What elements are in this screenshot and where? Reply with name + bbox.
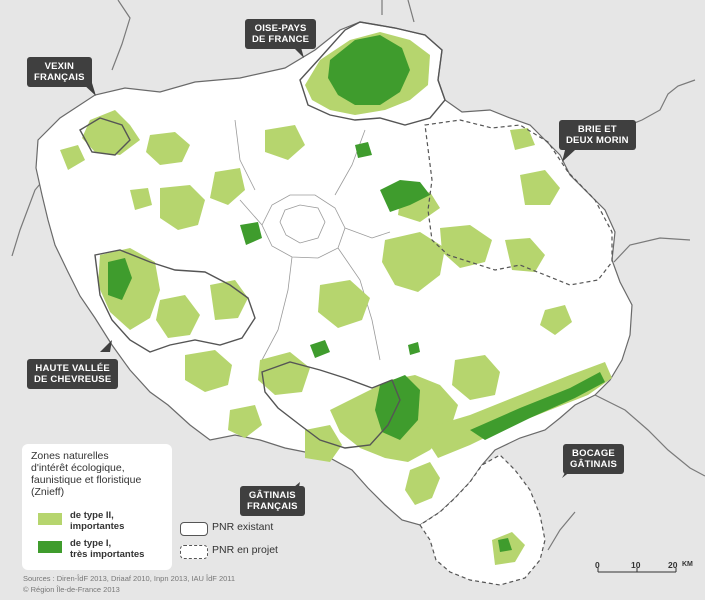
pnr-existing-outlines (79, 21, 446, 449)
sources-credit: Sources : Diren-ÎdF 2013, Driaaf 2010, I… (23, 573, 235, 595)
callout-bocage-gatinais: BOCAGE GÂTINAIS (563, 444, 624, 474)
legend-label-type2: de type II, importantes (70, 510, 124, 532)
legend-swatch-type2 (38, 513, 62, 525)
znieff-type1-zones (108, 35, 605, 552)
callout-line: DEUX MORIN (566, 135, 629, 146)
callout-line: FRANÇAIS (34, 72, 85, 83)
callout-vexin-francais: VEXIN FRANÇAIS (27, 57, 92, 87)
callout-line: DE CHEVREUSE (34, 374, 112, 385)
legend-label-type1: de type I, très importantes (70, 538, 144, 560)
callout-brie-et-deux-morin: BRIE ET DEUX MORIN (559, 120, 636, 150)
legend-pnr-project-symbol (180, 545, 208, 559)
legend-title-line: faunistique et floristique (31, 474, 142, 486)
legend-label-line: de type I, (70, 538, 112, 549)
legend-pnr-existing-label: PNR existant (212, 521, 274, 533)
scale-tick-10: 10 (631, 560, 641, 570)
legend-title: Zones naturelles d'intérêt écologique, f… (31, 450, 171, 498)
pnr-project-outlines (419, 119, 613, 586)
callout-line: HAUTE VALLÉE (35, 363, 110, 374)
callout-line: BRIE ET (577, 124, 617, 135)
callout-line: GÂTINAIS (248, 490, 296, 501)
scale-tick-20: 20 (668, 560, 678, 570)
legend-label-line: importantes (70, 521, 125, 532)
callout-haute-vallee-de-chevreuse: HAUTE VALLÉE DE CHEVREUSE (27, 359, 119, 389)
callout-line: DE FRANCE (252, 34, 310, 45)
legend-swatch-type1 (38, 541, 62, 553)
legend-label-line: de type II, (70, 510, 114, 521)
callout-line: VEXIN (44, 61, 75, 72)
callout-line: OISE-PAYS (254, 23, 307, 34)
legend-label-line: très importantes (70, 549, 145, 560)
scale-unit: KM (682, 561, 693, 568)
legend-pnr-existing-symbol (180, 522, 208, 536)
callout-oise-pays-de-france: OISE-PAYS DE FRANCE (245, 19, 317, 49)
legend-pnr-project-label: PNR en projet (212, 544, 278, 556)
legend-title-line: (Znieff) (31, 486, 65, 498)
legend-title-line: d'intérêt écologique, (31, 462, 125, 474)
copyright-line: © Région Île-de-France 2013 (23, 585, 120, 594)
callout-line: BOCAGE (572, 448, 615, 459)
legend-title-line: Zones naturelles (31, 450, 109, 462)
legend-panel: Zones naturelles d'intérêt écologique, f… (22, 444, 172, 570)
scale-tick-0: 0 (595, 560, 600, 570)
callout-gatinais-francais: GÂTINAIS FRANÇAIS (240, 486, 305, 516)
sources-line: Sources : Diren-ÎdF 2013, Driaaf 2010, I… (23, 574, 236, 583)
callout-line: FRANÇAIS (247, 501, 298, 512)
scale-bar (597, 568, 677, 573)
callout-line: GÂTINAIS (570, 459, 617, 470)
